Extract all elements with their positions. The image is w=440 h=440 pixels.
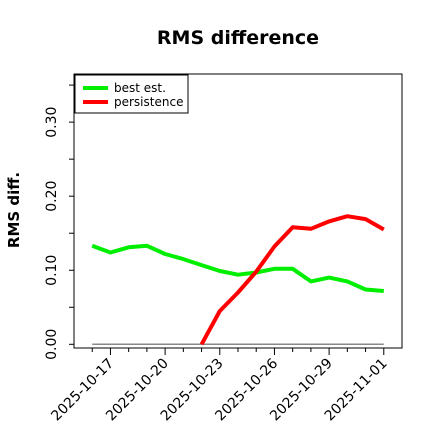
series-line-best-est	[91, 243, 384, 293]
y-tick-label: 0.10	[44, 255, 60, 286]
legend-label: best est.	[114, 81, 166, 95]
plot-area	[73, 73, 403, 349]
y-axis-label: RMS diff.	[5, 172, 23, 248]
series-line-persistence	[199, 214, 385, 346]
chart-title: RMS difference	[157, 27, 319, 49]
y-tick-label: 0.20	[44, 181, 60, 212]
legend-box	[74, 74, 189, 114]
y-tick-label: 0.00	[44, 329, 60, 360]
legend-label: persistence	[114, 95, 183, 109]
y-tick-label: 0.30	[44, 107, 60, 138]
